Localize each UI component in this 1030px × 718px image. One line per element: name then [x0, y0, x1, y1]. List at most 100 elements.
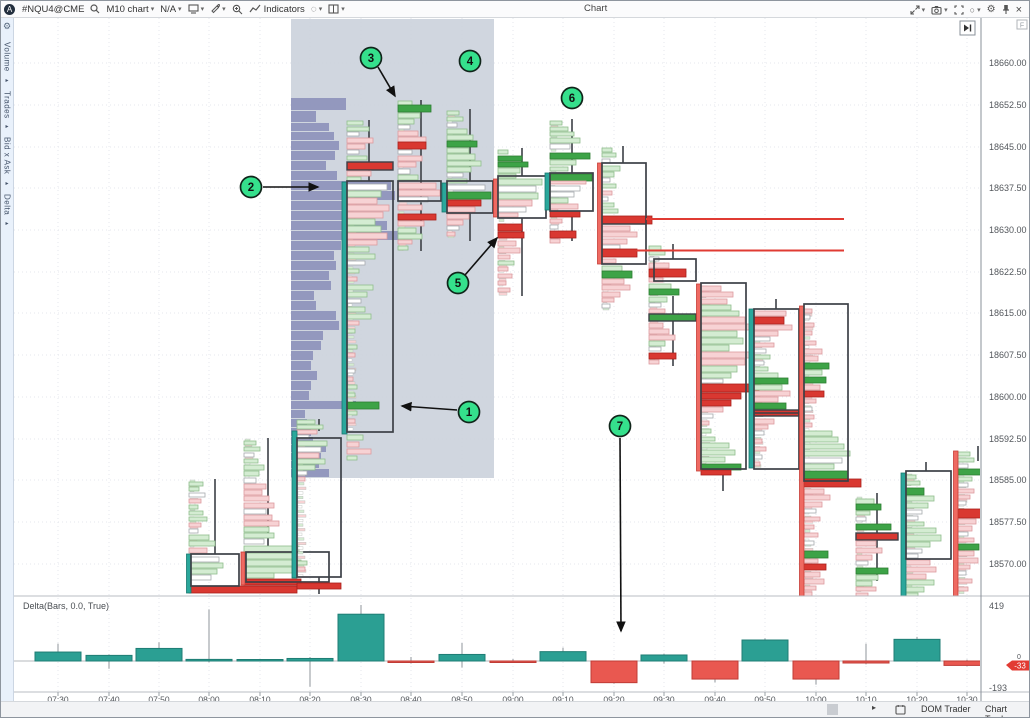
- svg-text:10:10: 10:10: [855, 695, 877, 705]
- numbered-annotations: 1 2 3 4 5 6 7: [239, 46, 632, 633]
- drawing-tools-dropdown[interactable]: ▾: [210, 4, 226, 14]
- calendar-icon[interactable]: [895, 704, 906, 717]
- settings-gear-icon[interactable]: ⚙: [986, 4, 996, 15]
- h-scrollbar-thumb[interactable]: [827, 704, 838, 715]
- svg-text:08:10: 08:10: [249, 695, 271, 705]
- svg-text:18592.50: 18592.50: [989, 434, 1027, 444]
- footprint-bar: [240, 438, 330, 586]
- chart-toolbar: A #NQU4@CME M10 chart ▾ N/A ▾ ▾ ▾ Indicato…: [1, 1, 1029, 18]
- tab-chart-trader[interactable]: Chart Trader: [985, 704, 1011, 717]
- symbol-search-icon[interactable]: [90, 4, 100, 14]
- zoom-in-icon[interactable]: [232, 4, 243, 15]
- chevron-right-icon: ▸: [3, 179, 10, 187]
- svg-text:4: 4: [467, 56, 474, 68]
- footprint-bar: [748, 299, 800, 470]
- svg-text:08:00: 08:00: [198, 695, 220, 705]
- theme-dropdown[interactable]: ○ ▾: [969, 4, 981, 15]
- display-mode-dropdown[interactable]: ▾: [188, 4, 204, 14]
- svg-text:1: 1: [466, 407, 473, 419]
- svg-text:419: 419: [989, 601, 1004, 611]
- gridlines: [14, 18, 980, 692]
- svg-text:08:20: 08:20: [299, 695, 321, 705]
- annotation-marker-6: 6: [560, 86, 584, 110]
- svg-text:7: 7: [617, 421, 623, 433]
- close-icon[interactable]: ×: [1015, 3, 1022, 16]
- svg-text:18652.50: 18652.50: [989, 100, 1027, 110]
- popout-dropdown[interactable]: ▾: [910, 4, 925, 15]
- svg-text:07:50: 07:50: [148, 695, 170, 705]
- footprint-bar: [953, 446, 980, 596]
- fullscreen-icon[interactable]: [954, 4, 964, 15]
- svg-text:6: 6: [569, 93, 575, 105]
- svg-text:08:40: 08:40: [400, 695, 422, 705]
- svg-text:18630.00: 18630.00: [989, 225, 1027, 235]
- footprint-bar: [186, 479, 298, 594]
- indicators-button[interactable]: Indicators: [249, 4, 305, 15]
- axes-labels: 18660.00 18652.50 18645.00 18637.50 18630.00…: [23, 58, 1029, 705]
- footprint-bar: [341, 120, 394, 461]
- annotation-marker-4: 4: [458, 49, 482, 73]
- svg-text:07:30: 07:30: [47, 695, 69, 705]
- tab-dom-trader[interactable]: DOM Trader: [921, 704, 971, 714]
- screenshot-dropdown[interactable]: ▾: [931, 5, 948, 15]
- svg-text:10:20: 10:20: [906, 695, 928, 705]
- footprint-bar: [900, 462, 952, 596]
- pin-icon[interactable]: [1002, 4, 1010, 15]
- window-title: Chart: [584, 3, 608, 14]
- status-bar: ▸ DOM Trader Chart Trader: [1, 701, 1029, 717]
- svg-text:18637.50: 18637.50: [989, 183, 1027, 193]
- svg-text:09:20: 09:20: [603, 695, 625, 705]
- snap-mode-dropdown[interactable]: ◌ ▾: [310, 3, 323, 15]
- app-logo-icon[interactable]: A: [4, 3, 15, 15]
- sidebar-item-trades[interactable]: Trades: [2, 90, 12, 119]
- svg-text:09:00: 09:00: [502, 695, 524, 705]
- left-panel-sidebar: ⚙ Volume ▸ Trades ▸ Bid x Ask ▸ Delta ▸: [1, 18, 14, 702]
- svg-text:10:00: 10:00: [805, 695, 827, 705]
- footprint-bar: [696, 282, 760, 491]
- delta-current-value-badge: -33: [1006, 660, 1029, 671]
- delta-histogram: [14, 604, 980, 687]
- chevron-right-icon: ▸: [3, 219, 10, 227]
- go-to-latest-button[interactable]: [959, 20, 976, 36]
- svg-text:18645.00: 18645.00: [989, 142, 1027, 152]
- panel-settings-gear-icon[interactable]: ⚙: [2, 21, 12, 31]
- svg-text:18577.50: 18577.50: [989, 517, 1027, 527]
- svg-text:09:50: 09:50: [754, 695, 776, 705]
- sidebar-item-volume[interactable]: Volume: [2, 42, 12, 72]
- chevron-right-icon: ▸: [3, 123, 10, 131]
- svg-text:2: 2: [248, 182, 254, 194]
- svg-text:10:30: 10:30: [956, 695, 978, 705]
- svg-text:09:40: 09:40: [704, 695, 726, 705]
- annotation-marker-3: 3: [359, 46, 396, 98]
- layout-dropdown[interactable]: ▾: [328, 4, 345, 14]
- scroll-right-icon[interactable]: ▸: [872, 703, 877, 712]
- chart-canvas[interactable]: F 18660.00 18652.50 18645.00 18637.50 18630.…: [14, 18, 1030, 704]
- symbol-label[interactable]: #NQU4@CME: [22, 3, 85, 15]
- svg-text:-33: -33: [1014, 662, 1026, 671]
- svg-text:07:40: 07:40: [98, 695, 120, 705]
- svg-text:0: 0: [1017, 654, 1021, 661]
- svg-text:-193: -193: [989, 683, 1007, 693]
- svg-text:3: 3: [368, 53, 374, 65]
- link-dropdown[interactable]: N/A ▾: [160, 3, 182, 15]
- svg-text:18600.00: 18600.00: [989, 392, 1027, 402]
- sidebar-item-delta[interactable]: Delta: [2, 193, 12, 215]
- footprint-bar: [855, 493, 899, 596]
- svg-text:09:30: 09:30: [653, 695, 675, 705]
- svg-text:18570.00: 18570.00: [989, 559, 1027, 569]
- auto-scale-icon[interactable]: F: [1016, 19, 1028, 30]
- footprint-bar: [291, 419, 342, 594]
- footprint-bar: [544, 119, 594, 244]
- footprint-bar: [799, 303, 862, 596]
- svg-text:09:10: 09:10: [552, 695, 574, 705]
- annotation-marker-1: 1: [400, 400, 481, 424]
- annotation-marker-7: 7: [608, 414, 632, 633]
- footprint-bar: [397, 100, 442, 251]
- alert-price-lines: [636, 218, 844, 252]
- timeframe-dropdown[interactable]: M10 chart ▾: [106, 3, 155, 15]
- sidebar-item-bidxask[interactable]: Bid x Ask: [2, 137, 12, 175]
- svg-text:18615.00: 18615.00: [989, 308, 1027, 318]
- svg-text:18585.00: 18585.00: [989, 475, 1027, 485]
- svg-text:08:30: 08:30: [350, 695, 372, 705]
